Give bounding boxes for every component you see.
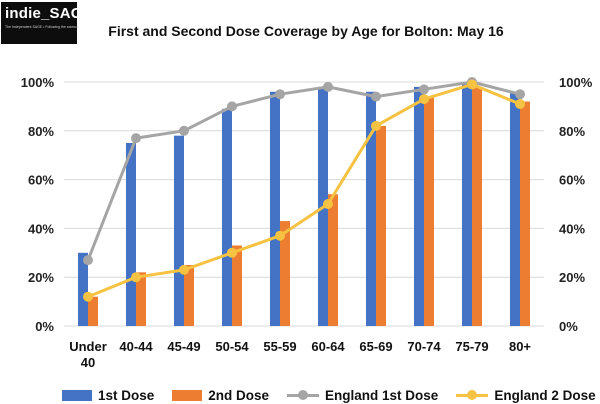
x-tick-label: 70-74 [407, 339, 441, 354]
y-tick-label: 80% [28, 124, 54, 139]
legend-swatch-england-1st-dose [287, 389, 320, 401]
bar-2nd-dose [472, 86, 482, 326]
x-tick-label: 40 [81, 355, 95, 370]
bar-2nd-dose [88, 296, 98, 326]
x-tick-label: 65-69 [359, 339, 392, 354]
bar-2nd-dose [136, 272, 146, 326]
line-england-1st-dose [86, 80, 521, 261]
bar-2nd-dose [376, 125, 386, 326]
bar-2nd-dose [184, 265, 194, 326]
legend-label-england-1st-dose: England 1st Dose [325, 387, 439, 403]
y2-tick-label: 100% [559, 75, 593, 90]
bar-1st-dose [510, 91, 520, 326]
marker-england-2-dose [83, 291, 93, 302]
legend-label-2nd-dose: 2nd Dose [208, 387, 270, 403]
x-tick-label: 80+ [509, 339, 531, 354]
bar-2nd-dose [232, 245, 242, 326]
bar-1st-dose [270, 91, 280, 326]
legend-label-england-2-dose: England 2 Dose [494, 387, 596, 403]
x-tick-label: 55-59 [263, 339, 296, 354]
y2-tick-label: 40% [559, 221, 585, 236]
logo-name: indie_SAGE [5, 5, 93, 22]
legend-label-1st-dose: 1st Dose [98, 387, 155, 403]
marker-england-2-dose [419, 94, 429, 105]
marker-england-1st-dose [83, 255, 93, 266]
y2-tick-label: 60% [559, 173, 585, 188]
y-tick-label: 100% [21, 75, 55, 90]
marker-england-1st-dose [419, 84, 429, 95]
marker-england-2-dose [515, 98, 525, 109]
bar-1st-dose [414, 86, 424, 326]
legend-item-england-1st-dose: England 1st Dose [287, 388, 438, 403]
logo-tagline: The Independent SAGE • Following the sci… [5, 25, 79, 29]
line-england-2-dose [87, 82, 521, 299]
y-tick-label: 40% [28, 221, 54, 236]
y-tick-label: 60% [28, 173, 54, 188]
marker-england-2-dose [179, 264, 189, 275]
legend-item-2nd-dose: 2nd Dose [172, 388, 269, 403]
marker-england-1st-dose [515, 89, 525, 100]
bar-1st-dose [174, 135, 184, 326]
bar-2nd-dose [328, 194, 338, 326]
y2-tick-label: 0% [559, 319, 578, 334]
indie-sage-logo: indie_SAGE The Independent SAGE • Follow… [1, 2, 93, 44]
legend-swatch-england-2-dose [456, 389, 489, 401]
y2-tick-label: 20% [559, 270, 585, 285]
bar-2nd-dose [424, 96, 434, 326]
bar-1st-dose [126, 143, 136, 326]
marker-england-2-dose [323, 199, 333, 209]
legend-item-1st-dose: 1st Dose [62, 388, 154, 403]
x-tick-label: 40-44 [119, 339, 153, 354]
marker-england-1st-dose [131, 133, 141, 144]
marker-england-1st-dose [323, 81, 333, 92]
y-tick-label: 20% [28, 270, 54, 285]
x-tick-label: 60-64 [311, 339, 345, 354]
legend-item-england-2-dose: England 2 Dose [456, 387, 596, 403]
marker-england-1st-dose [179, 125, 189, 136]
marker-england-1st-dose [275, 89, 285, 100]
marker-england-2-dose [275, 230, 285, 241]
bar-2nd-dose [280, 221, 290, 326]
chart-title: First and Second Dose Coverage by Age fo… [108, 23, 504, 39]
x-tick-label: Under [69, 339, 107, 354]
bar-1st-dose [222, 108, 232, 326]
chart-legend: 1st Dose 2nd Dose England 1st Dose Engla… [62, 386, 600, 404]
x-tick-label: 75-79 [455, 339, 488, 354]
x-tick-label: 50-54 [215, 339, 249, 354]
marker-england-1st-dose [371, 91, 381, 102]
y-tick-label: 0% [35, 319, 54, 334]
marker-england-2-dose [131, 272, 141, 283]
marker-england-2-dose [371, 120, 381, 131]
marker-england-1st-dose [227, 101, 237, 112]
bar-1st-dose [78, 252, 88, 326]
bar-1st-dose [462, 82, 472, 326]
x-tick-label: 45-49 [167, 339, 200, 354]
y2-tick-label: 80% [559, 124, 585, 139]
marker-england-2-dose [467, 79, 477, 90]
bar-2nd-dose [520, 101, 530, 327]
marker-england-2-dose [227, 247, 237, 258]
bar-1st-dose [366, 91, 376, 326]
legend-swatch-1st-dose [62, 389, 92, 401]
legend-swatch-2nd-dose [172, 389, 203, 401]
